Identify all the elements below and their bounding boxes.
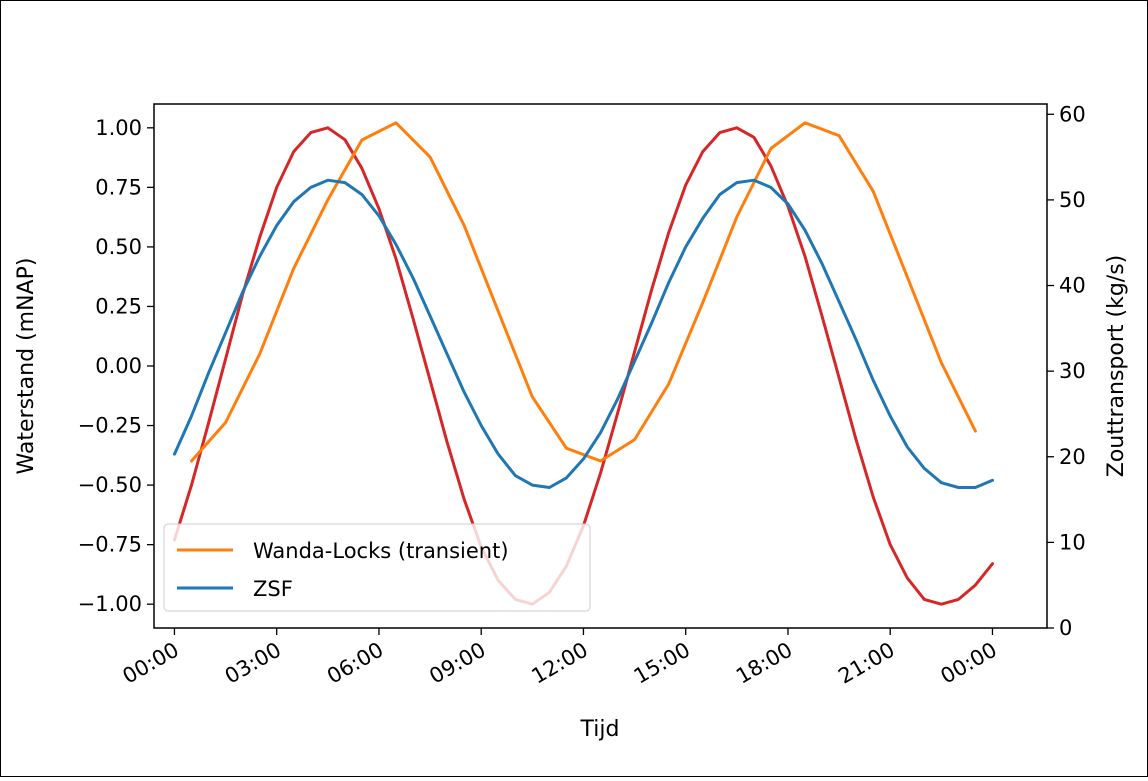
y-axis-label: Waterstand (mNAP)	[14, 258, 39, 475]
x-axis: 00:00 03:00 06:00 09:00 12:00 15:00 18:00 21:00…	[119, 628, 1001, 689]
y2-tick-label: 20	[1059, 445, 1086, 469]
y-tick-label: −1.00	[78, 592, 142, 616]
y2-tick-label: 60	[1059, 102, 1086, 126]
x-tick-label: 12:00	[528, 638, 592, 689]
legend: Wanda-Locks (transient) ZSF	[163, 523, 591, 612]
y-tick-label: 0.00	[95, 354, 142, 378]
y2-tick-label: 50	[1059, 188, 1086, 212]
y-tick-label: 0.75	[95, 175, 142, 199]
y-tick-label: −0.50	[78, 473, 142, 497]
series-line-zsf	[173, 178, 994, 489]
series-line-wanda-locks-transient	[190, 121, 977, 463]
y-tick-label: −0.25	[78, 414, 142, 438]
legend-label-zsf: ZSF	[253, 577, 293, 601]
x-tick-label: 21:00	[834, 638, 898, 689]
y2-tick-label: 30	[1059, 359, 1086, 383]
y-tick-label: 0.25	[95, 294, 142, 318]
y2-axis-label: Zouttransport (kg/s)	[1104, 255, 1129, 478]
y2-tick-label: 0	[1059, 616, 1072, 640]
y-tick-label: −0.75	[78, 533, 142, 557]
x-tick-label: 15:00	[630, 638, 694, 689]
y-axis-left: −1.00 −0.75 −0.50 −0.25 0.00 0.25 0.50 0.75 1.00	[78, 116, 154, 616]
x-tick-label: 00:00	[937, 638, 1001, 689]
x-tick-label: 03:00	[221, 638, 285, 689]
y2-tick-label: 10	[1059, 530, 1086, 554]
legend-label-wanda-locks: Wanda-Locks (transient)	[253, 539, 509, 563]
x-tick-label: 06:00	[323, 638, 387, 689]
x-axis-label: Tijd	[580, 717, 620, 742]
y-tick-label: 1.00	[95, 116, 142, 140]
x-tick-label: 09:00	[425, 638, 489, 689]
legend-box	[163, 523, 591, 612]
y-axis-right: 0 10 20 30 40 50 60	[1047, 102, 1086, 640]
y-tick-label: 0.50	[95, 235, 142, 259]
y2-tick-label: 40	[1059, 274, 1086, 298]
x-tick-label: 18:00	[732, 638, 796, 689]
x-tick-label: 00:00	[119, 638, 183, 689]
